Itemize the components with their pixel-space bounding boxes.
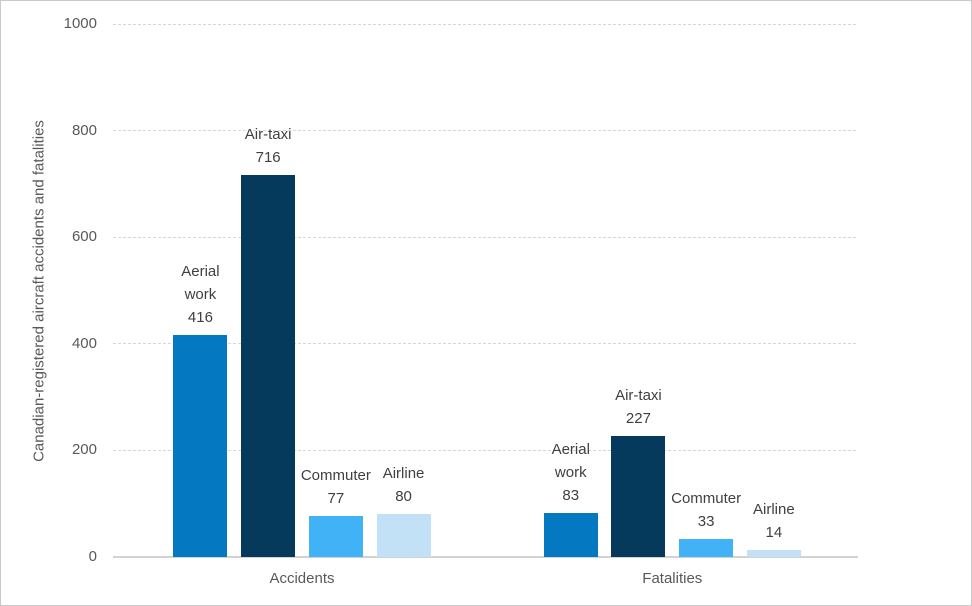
bar-label-line: 416 (187, 309, 213, 327)
bar-accidents-airline (376, 514, 431, 557)
y-tick-label-600: 600 (71, 228, 97, 246)
bar-label-line: 80 (395, 488, 412, 506)
y-axis-title: Canadian-registered aircraft accidents a… (30, 120, 48, 462)
x-axis-line (113, 556, 858, 558)
y-tick-label-200: 200 (71, 441, 97, 459)
bar-fatalities-air-taxi (611, 436, 666, 557)
bar-fatalities-commuter (679, 539, 734, 557)
bar-label-accidents-airline: Airline 80 (339, 462, 469, 508)
bar-label-line: Commuter (671, 490, 742, 508)
bar-fatalities-airline (746, 549, 801, 557)
y-gridline-1000 (113, 23, 858, 25)
bar-label-accidents-aerial-work: Aerial work 416 (135, 260, 265, 329)
bar-label-line: 14 (765, 523, 783, 541)
bar-label-accidents-air-taxi: Air-taxi 716 (203, 123, 333, 169)
y-tick-label-400: 400 (71, 334, 97, 352)
bar-label-line: 716 (255, 149, 281, 167)
bar-label-fatalities-aerial-work: Aerial work 83 (506, 438, 636, 507)
bar-label-accidents-commuter: Commuter 77 (271, 464, 401, 510)
y-tick-label-800: 800 (71, 121, 97, 139)
bar-label-line: 83 (562, 486, 580, 504)
bar-label-fatalities-air-taxi: Air-taxi 227 (573, 384, 703, 430)
x-category-label-fatalities: Fatalities (642, 570, 703, 587)
bar-label-line: Commuter (300, 466, 371, 484)
bar-label-line: work (554, 463, 587, 481)
bar-accidents-air-taxi (241, 175, 296, 557)
bar-label-fatalities-airline: Airline 14 (709, 498, 839, 544)
bar-label-line: Aerial (181, 263, 220, 281)
bar-label-line: Air-taxi (615, 387, 662, 404)
bar-accidents-aerial-work (173, 335, 228, 557)
bar-label-line: Airline (753, 500, 795, 518)
bar-fatalities-aerial-work (543, 512, 598, 557)
y-gridline-600 (113, 236, 858, 238)
bar-label-line: 33 (697, 513, 715, 531)
y-gridline-400 (113, 343, 858, 345)
y-gridline-200 (113, 449, 858, 451)
bar-label-line: Airline (382, 465, 425, 483)
bar-label-line: Aerial (551, 440, 590, 458)
y-tick-label-1000: 1000 (63, 15, 97, 32)
x-category-label-accidents: Accidents (269, 570, 335, 587)
y-tick-label-0: 0 (88, 548, 97, 565)
bar-accidents-commuter (308, 515, 363, 557)
bar-label-line: work (184, 286, 217, 304)
bar-label-line: 77 (327, 489, 345, 507)
bar-label-fatalities-commuter: Commuter 33 (641, 487, 771, 533)
bar-label-line: Air-taxi (244, 126, 292, 144)
y-gridline-800 (113, 130, 858, 132)
bar-label-line: 227 (625, 410, 651, 427)
